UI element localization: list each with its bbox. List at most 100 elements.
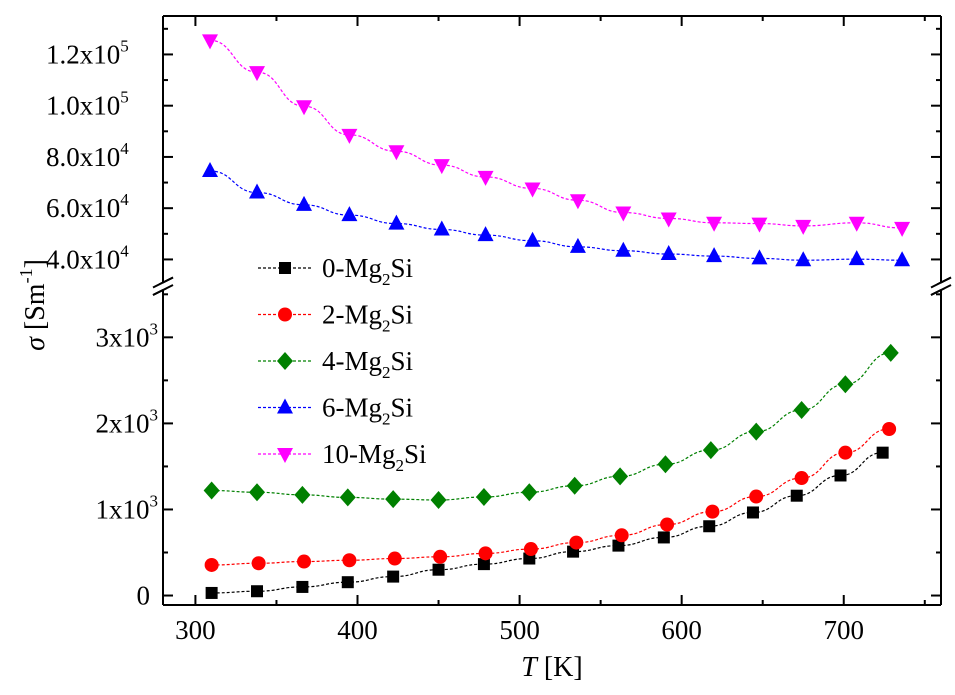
data-point xyxy=(387,551,402,566)
data-point xyxy=(478,546,493,561)
series-line xyxy=(210,170,903,261)
data-point xyxy=(660,212,677,228)
data-point xyxy=(385,490,402,509)
legend-label: 0-Mg2Si xyxy=(322,253,413,289)
data-point xyxy=(569,237,586,253)
data-point xyxy=(705,504,720,519)
data-point xyxy=(706,247,723,263)
data-point xyxy=(523,542,538,557)
data-point xyxy=(794,471,809,486)
legend-marker xyxy=(277,352,293,370)
series-10-Mg2Si xyxy=(202,34,911,237)
data-point xyxy=(660,245,677,261)
data-point xyxy=(876,446,889,459)
data-point xyxy=(612,467,629,486)
legend-item: 2-Mg2Si xyxy=(258,300,413,336)
axis-break-line xyxy=(152,276,174,289)
data-point xyxy=(657,455,674,474)
data-point xyxy=(341,576,354,589)
data-point xyxy=(294,485,311,504)
data-point xyxy=(477,558,490,571)
data-point xyxy=(751,249,768,265)
data-point xyxy=(296,580,309,593)
data-point xyxy=(433,159,450,175)
data-point xyxy=(834,469,847,482)
data-point xyxy=(339,488,356,507)
data-point xyxy=(249,66,266,82)
series-line xyxy=(211,428,890,566)
data-point xyxy=(615,241,632,257)
axis-break-line xyxy=(930,284,952,296)
data-point xyxy=(203,481,220,500)
legend-marker xyxy=(277,398,293,414)
y-tick-label: 2x103 xyxy=(96,405,159,438)
y-tick-label: 8.0x104 xyxy=(46,139,129,172)
data-point xyxy=(615,206,632,222)
data-point xyxy=(388,214,405,230)
legend-label: 2-Mg2Si xyxy=(322,300,413,336)
data-point xyxy=(249,483,266,502)
x-tick-label: 400 xyxy=(337,615,378,645)
data-point xyxy=(837,375,854,394)
data-point xyxy=(751,217,768,233)
series-group xyxy=(202,34,911,599)
data-point xyxy=(477,226,494,242)
data-point xyxy=(204,557,219,572)
data-point xyxy=(703,520,716,533)
y-tick-label: 0 xyxy=(137,581,151,611)
data-point xyxy=(341,128,358,144)
series-line xyxy=(211,452,883,594)
data-point xyxy=(614,528,629,543)
data-point xyxy=(882,343,899,362)
legend-label: 10-Mg2Si xyxy=(322,439,427,475)
data-point xyxy=(702,441,719,460)
data-point xyxy=(566,476,583,495)
y-axis-title: σ [Sm-1] xyxy=(16,259,51,351)
y-tick-label: 4.0x104 xyxy=(46,241,129,274)
y-tick-label: 3x103 xyxy=(96,319,159,352)
legend-label: 6-Mg2Si xyxy=(322,393,413,429)
data-point xyxy=(612,539,625,552)
axis-break-line xyxy=(930,276,952,289)
data-point xyxy=(433,549,448,564)
data-point xyxy=(205,586,218,599)
data-point xyxy=(894,251,911,267)
data-point xyxy=(795,251,812,267)
legend-marker xyxy=(277,448,293,463)
axis-break-gap xyxy=(930,283,952,289)
x-axis-title: T [K] xyxy=(521,652,582,683)
y-tick-label: 1.0x105 xyxy=(46,88,129,121)
data-point xyxy=(296,100,313,116)
y-tick-label: 6.0x104 xyxy=(46,190,129,223)
data-point xyxy=(432,563,445,576)
series-6-Mg2Si xyxy=(202,162,911,267)
legend-item: 0-Mg2Si xyxy=(258,253,413,289)
legend-label: 4-Mg2Si xyxy=(322,346,413,382)
data-point xyxy=(569,194,586,210)
data-point xyxy=(251,556,266,571)
x-tick-label: 700 xyxy=(824,615,865,645)
data-point xyxy=(524,231,541,247)
y-tick-label: 1.2x105 xyxy=(46,36,129,69)
data-point xyxy=(477,170,494,186)
series-line xyxy=(209,39,903,229)
data-point xyxy=(341,206,358,222)
data-point xyxy=(521,483,538,502)
data-point xyxy=(790,489,803,502)
series-2-Mg2Si xyxy=(204,421,897,572)
data-point xyxy=(848,216,865,232)
data-point xyxy=(706,216,723,232)
data-point xyxy=(202,162,219,178)
data-point xyxy=(297,554,312,569)
data-point xyxy=(524,182,541,198)
legend-item: 6-Mg2Si xyxy=(258,393,413,429)
data-point xyxy=(746,506,759,519)
data-point xyxy=(660,517,675,532)
data-point xyxy=(657,531,670,544)
data-point xyxy=(202,34,219,50)
data-point xyxy=(748,422,765,441)
data-point xyxy=(249,183,266,199)
series-line xyxy=(211,352,891,501)
legend-item: 4-Mg2Si xyxy=(258,346,413,382)
data-point xyxy=(838,445,853,460)
